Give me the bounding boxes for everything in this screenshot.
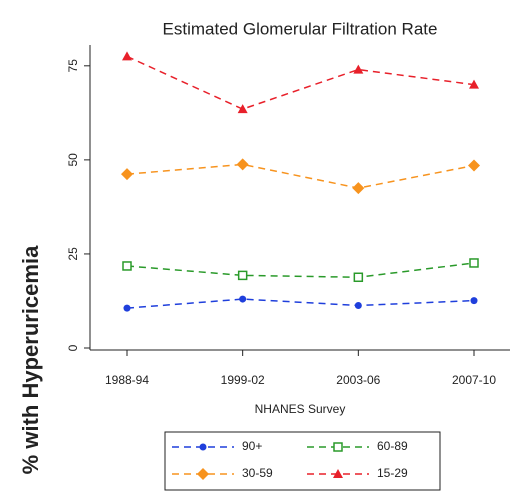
marker bbox=[354, 301, 362, 309]
marker bbox=[237, 270, 248, 281]
marker bbox=[470, 297, 478, 305]
y-tick-label: 0 bbox=[66, 344, 80, 351]
series-line bbox=[126, 163, 475, 189]
marker bbox=[121, 168, 133, 181]
legend-label: 30-59 bbox=[242, 466, 273, 480]
series-line bbox=[126, 262, 475, 279]
marker bbox=[333, 442, 343, 452]
x-tick-label: 1988-94 bbox=[105, 373, 149, 387]
marker bbox=[353, 272, 364, 283]
marker bbox=[469, 79, 479, 89]
series-line bbox=[126, 298, 475, 309]
marker bbox=[122, 261, 132, 271]
marker bbox=[197, 468, 209, 480]
legend-label: 15-29 bbox=[377, 466, 408, 480]
marker bbox=[352, 182, 365, 195]
x-axis-label: NHANES Survey bbox=[255, 402, 346, 416]
marker bbox=[236, 158, 249, 171]
marker bbox=[353, 64, 364, 74]
x-tick-label: 2007-10 bbox=[452, 373, 496, 387]
marker bbox=[123, 304, 131, 312]
marker bbox=[122, 51, 132, 61]
marker bbox=[199, 443, 207, 451]
marker bbox=[468, 159, 480, 172]
x-tick-label: 2003-06 bbox=[336, 373, 380, 387]
y-tick-label: 50 bbox=[66, 153, 80, 167]
legend-box bbox=[164, 431, 441, 491]
y-axis-label: % with Hyperuricemia bbox=[18, 245, 43, 474]
series-line bbox=[126, 55, 475, 110]
y-tick-label: 25 bbox=[66, 247, 80, 261]
marker bbox=[237, 104, 248, 114]
legend-label: 90+ bbox=[242, 439, 262, 453]
y-tick-label: 75 bbox=[66, 59, 80, 73]
marker bbox=[469, 258, 479, 268]
chart-title: Estimated Glomerular Filtration Rate bbox=[163, 19, 438, 38]
x-tick-label: 1999-02 bbox=[221, 373, 265, 387]
legend-label: 60-89 bbox=[377, 439, 408, 453]
marker bbox=[239, 295, 247, 303]
marker bbox=[333, 469, 343, 478]
